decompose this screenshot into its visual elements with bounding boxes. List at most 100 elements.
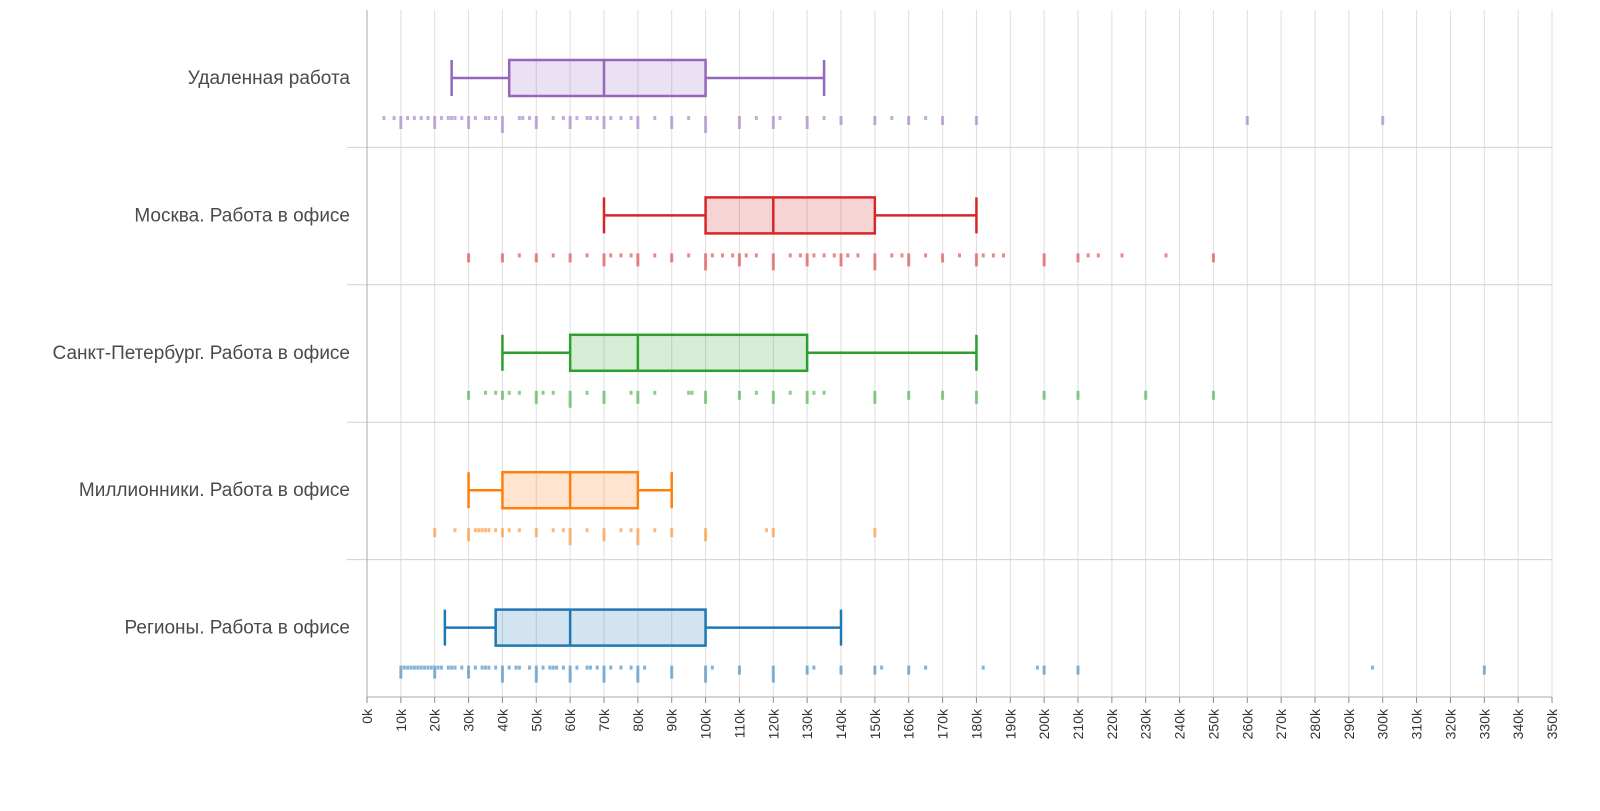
data-point <box>1042 253 1046 267</box>
data-point <box>439 116 443 120</box>
data-point <box>1371 665 1375 670</box>
data-point <box>551 116 555 120</box>
data-point <box>710 253 714 258</box>
data-point <box>507 665 511 670</box>
data-point <box>436 665 440 670</box>
boxes <box>443 58 978 647</box>
category-label: Москва. Работа в офисе <box>134 205 350 226</box>
data-point <box>846 253 850 258</box>
x-tick-labels: 0k 10k 20k 30k 40k 50k 60k 70k 80k 90k 100k 110k 120… <box>359 708 1560 739</box>
data-point <box>595 116 599 120</box>
data-point <box>704 528 708 542</box>
data-point <box>771 253 775 271</box>
iqr-box <box>704 196 877 235</box>
data-point <box>643 665 647 670</box>
data-point <box>467 528 471 542</box>
data-point <box>484 390 487 395</box>
x-tick-label: 40k <box>494 708 510 732</box>
data-point <box>704 665 708 683</box>
iqr-box <box>507 58 707 98</box>
data-point <box>704 253 708 271</box>
data-point <box>423 665 427 670</box>
data-point <box>433 665 437 679</box>
data-point <box>500 528 504 538</box>
data-point <box>561 528 565 533</box>
data-point <box>890 116 894 120</box>
data-point <box>467 116 471 129</box>
data-point <box>873 665 877 675</box>
data-point <box>710 665 714 670</box>
data-point <box>670 116 674 129</box>
data-point <box>958 253 961 258</box>
x-tick-label: 270k <box>1273 708 1289 739</box>
data-point <box>460 116 464 120</box>
data-point <box>517 528 521 533</box>
data-point <box>907 116 911 125</box>
data-point <box>629 253 633 258</box>
data-point <box>402 665 406 670</box>
data-point <box>670 665 674 679</box>
data-point <box>941 116 945 125</box>
data-point <box>494 116 498 120</box>
data-point <box>433 116 437 129</box>
data-point <box>602 390 606 404</box>
data-point <box>500 390 504 400</box>
data-point <box>433 528 437 538</box>
data-point <box>737 116 741 129</box>
data-point <box>653 116 657 120</box>
data-point <box>636 665 640 683</box>
data-point <box>839 116 843 125</box>
x-tick-label: 60k <box>562 708 578 732</box>
data-point <box>653 390 657 395</box>
x-tick-label: 210k <box>1070 708 1086 739</box>
data-point <box>653 528 657 533</box>
data-point <box>629 528 633 533</box>
data-point <box>602 528 606 542</box>
data-point <box>805 665 809 675</box>
data-point <box>873 390 877 404</box>
data-point <box>473 116 477 120</box>
data-point <box>754 116 758 120</box>
x-tick-label: 350k <box>1544 708 1560 739</box>
data-point <box>528 116 532 120</box>
data-point <box>561 665 565 670</box>
data-point <box>1035 665 1039 670</box>
data-point <box>771 528 775 538</box>
data-point <box>534 253 538 263</box>
x-tick-label: 0k <box>359 708 375 724</box>
data-point <box>619 528 623 533</box>
data-point <box>1042 665 1046 675</box>
data-point <box>924 665 928 670</box>
data-point <box>477 528 481 533</box>
data-point <box>991 253 995 258</box>
data-point <box>500 665 504 683</box>
data-point <box>907 390 911 400</box>
data-point <box>1076 390 1080 400</box>
data-point <box>399 665 403 679</box>
data-point <box>1211 390 1215 400</box>
data-point <box>494 665 498 670</box>
data-point <box>480 528 484 533</box>
data-point <box>514 665 518 670</box>
x-tick-label: 100k <box>698 708 714 739</box>
data-point <box>467 253 471 263</box>
data-point <box>1164 253 1168 258</box>
data-point <box>585 390 589 395</box>
data-point <box>412 116 416 120</box>
data-point <box>721 253 724 258</box>
data-point <box>890 253 894 258</box>
data-point <box>771 665 775 683</box>
x-tick-label: 20k <box>427 708 443 732</box>
x-tick-label: 290k <box>1341 708 1357 739</box>
data-point <box>771 116 775 129</box>
data-point <box>534 116 538 129</box>
x-tick-label: 130k <box>799 708 815 739</box>
x-tick-label: 340k <box>1510 708 1526 739</box>
data-point <box>653 253 657 258</box>
data-point <box>822 116 826 120</box>
data-point <box>494 528 498 533</box>
data-point <box>399 116 403 129</box>
x-tick-label: 80k <box>630 708 646 732</box>
data-point <box>900 253 904 258</box>
data-point <box>561 116 565 120</box>
